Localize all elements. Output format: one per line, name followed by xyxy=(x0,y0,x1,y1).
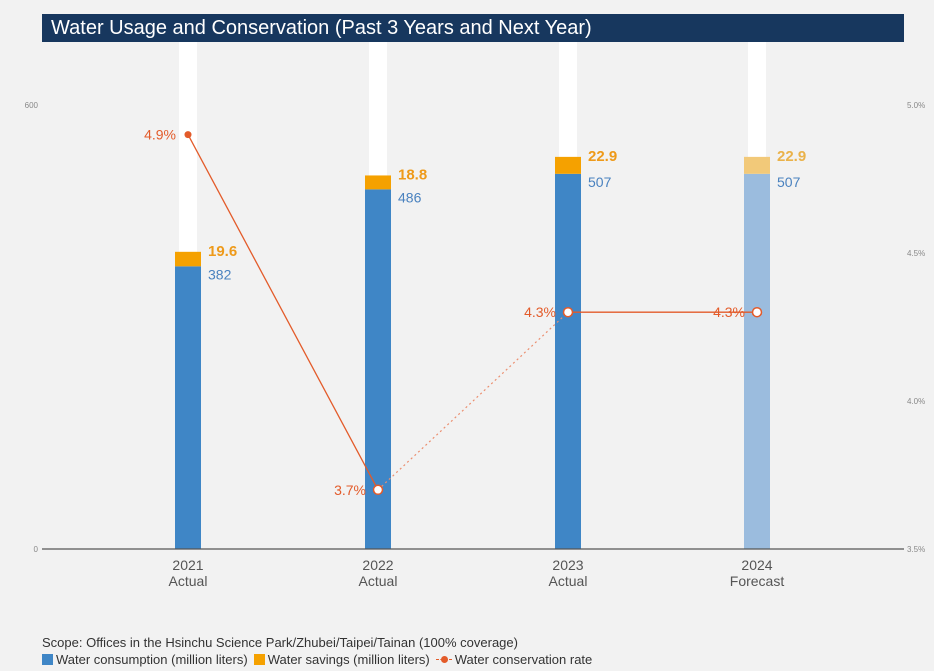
rate-point xyxy=(372,484,384,496)
chart-plot: 19.6 382 18.8 486 22.9 507 22.9 507 0 600 3.5% 4.0%… xyxy=(25,42,925,589)
x-tick-label-year: 2023 xyxy=(552,557,583,573)
savings-value-label: 22.9 xyxy=(777,148,806,165)
consumption-value-label: 486 xyxy=(398,189,422,205)
consumption-swatch-icon xyxy=(42,654,53,665)
x-tick-label-status: Actual xyxy=(359,573,398,589)
right-axis-tick-label: 4.5% xyxy=(907,249,925,258)
rate-value-label: 4.3% xyxy=(524,304,556,320)
legend-label: Water conservation rate xyxy=(454,652,593,667)
scope-note: Scope: Offices in the Hsinchu Science Pa… xyxy=(42,635,518,650)
legend-label: Water consumption (million liters) xyxy=(56,652,248,667)
x-tick-label-status: Forecast xyxy=(730,573,785,589)
rate-value-label: 3.7% xyxy=(334,482,366,498)
legend-item-savings: Water savings (million liters) xyxy=(253,652,430,667)
rate-line-segment xyxy=(187,134,379,491)
rate-value-label: 4.9% xyxy=(144,127,176,143)
right-axis-tick-label: 3.5% xyxy=(907,545,925,554)
legend-item-rate: Water conservation rate xyxy=(435,652,593,667)
legend: Water consumption (million liters) Water… xyxy=(42,652,598,667)
consumption-value-label: 507 xyxy=(588,174,612,190)
line-marker-icon xyxy=(435,654,452,665)
savings-value-label: 18.8 xyxy=(398,166,427,183)
x-tick-label-status: Actual xyxy=(169,573,208,589)
consumption-bar xyxy=(555,173,581,549)
consumption-value-label: 382 xyxy=(208,266,232,282)
consumption-value-label: 507 xyxy=(777,174,801,190)
savings-swatch-icon xyxy=(253,654,265,665)
savings-bar xyxy=(744,156,770,174)
left-axis-tick-label: 0 xyxy=(34,545,39,554)
legend-label: Water savings (million liters) xyxy=(267,652,430,667)
x-tick-label-status: Actual xyxy=(549,573,588,589)
x-tick-label-year: 2024 xyxy=(741,557,772,573)
legend-item-consumption: Water consumption (million liters) xyxy=(42,652,248,667)
savings-bar xyxy=(365,175,391,190)
consumption-bar xyxy=(365,189,391,550)
left-axis-tick-label: 600 xyxy=(25,101,39,110)
savings-bar xyxy=(555,156,581,174)
consumption-bar xyxy=(744,173,770,549)
rate-point xyxy=(751,306,763,318)
chart-title: Water Usage and Conservation (Past 3 Yea… xyxy=(42,14,904,42)
consumption-bar xyxy=(175,266,201,549)
savings-value-label: 22.9 xyxy=(588,148,617,165)
savings-value-label: 19.6 xyxy=(208,243,237,260)
rate-line-segment-dotted xyxy=(377,311,569,491)
x-tick-label-year: 2022 xyxy=(362,557,393,573)
rate-value-label: 4.3% xyxy=(713,304,745,320)
rate-point xyxy=(562,306,574,318)
right-axis-tick-label: 5.0% xyxy=(907,101,925,110)
x-tick-label-year: 2021 xyxy=(172,557,203,573)
right-axis-tick-label: 4.0% xyxy=(907,397,925,406)
rate-point xyxy=(184,131,192,139)
savings-bar xyxy=(175,251,201,267)
